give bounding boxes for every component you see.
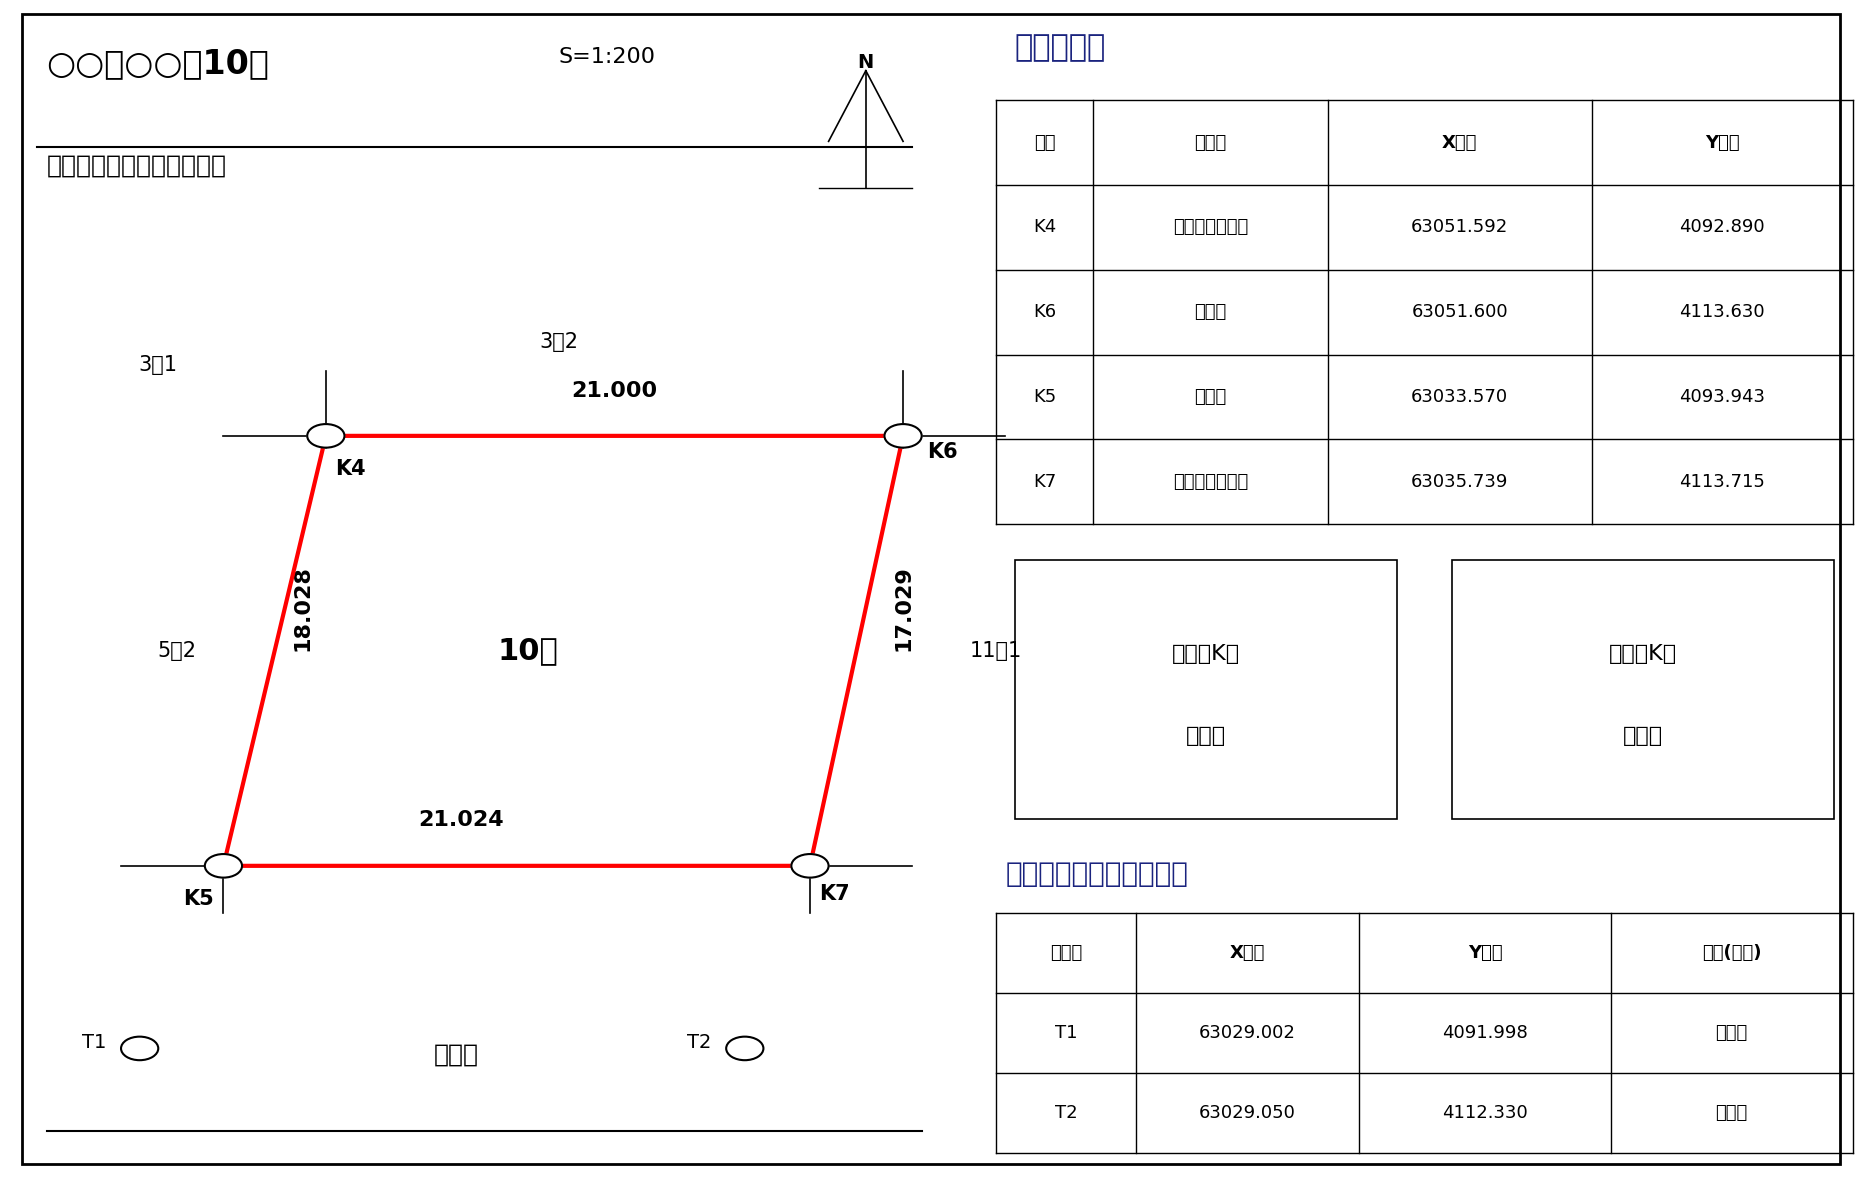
Text: 3－2: 3－2 xyxy=(540,332,577,351)
Text: T2: T2 xyxy=(687,1033,711,1052)
Text: 金属鋲: 金属鋲 xyxy=(1715,1104,1748,1123)
Text: 63029.050: 63029.050 xyxy=(1199,1104,1296,1123)
Text: 標　種: 標 種 xyxy=(1194,133,1227,152)
Text: T1: T1 xyxy=(82,1033,106,1052)
Text: 基準点・準拠点・引照点: 基準点・準拠点・引照点 xyxy=(1005,860,1188,888)
Text: Y座標: Y座標 xyxy=(1467,944,1503,962)
Text: 点名: 点名 xyxy=(1033,133,1056,152)
Circle shape xyxy=(205,854,242,878)
Text: 21.024: 21.024 xyxy=(419,810,503,830)
Text: K7: K7 xyxy=(1033,472,1056,491)
Text: 17.029: 17.029 xyxy=(894,565,912,650)
Circle shape xyxy=(121,1037,158,1060)
Text: K4: K4 xyxy=(1033,218,1056,237)
Text: N: N xyxy=(858,53,873,72)
Text: 境界点K６: 境界点K６ xyxy=(1609,644,1678,663)
Text: 金属標: 金属標 xyxy=(1194,388,1227,406)
Text: T1: T1 xyxy=(1054,1024,1078,1043)
Text: 4112.330: 4112.330 xyxy=(1441,1104,1529,1123)
Circle shape xyxy=(884,424,922,448)
Text: 点　名: 点 名 xyxy=(1050,944,1082,962)
Text: 63033.570: 63033.570 xyxy=(1411,388,1508,406)
Text: 境界点K４: 境界点K４ xyxy=(1171,644,1240,663)
Text: 4092.890: 4092.890 xyxy=(1680,218,1765,237)
Text: 座標値一覧: 座標値一覧 xyxy=(1015,33,1106,62)
Text: 4113.715: 4113.715 xyxy=(1680,472,1765,491)
Circle shape xyxy=(791,854,829,878)
Text: 63035.739: 63035.739 xyxy=(1411,472,1508,491)
Text: X座標: X座標 xyxy=(1443,133,1477,152)
Bar xyxy=(1452,560,1834,819)
Text: 3－1: 3－1 xyxy=(140,356,177,375)
Text: 4113.630: 4113.630 xyxy=(1680,303,1765,322)
Text: 11－1: 11－1 xyxy=(970,641,1022,661)
Text: S=1:200: S=1:200 xyxy=(559,47,655,67)
Text: 63029.002: 63029.002 xyxy=(1199,1024,1296,1043)
Text: 18.028: 18.028 xyxy=(292,565,313,650)
Text: 金属鋲: 金属鋲 xyxy=(1715,1024,1748,1043)
Bar xyxy=(1015,560,1396,819)
Text: 金属鋲: 金属鋲 xyxy=(1194,303,1227,322)
Text: の写真: の写真 xyxy=(1186,727,1225,746)
Text: K6: K6 xyxy=(927,442,957,462)
Text: K7: K7 xyxy=(819,884,849,904)
Text: K6: K6 xyxy=(1033,303,1056,322)
Text: 10番: 10番 xyxy=(497,636,559,666)
Text: 確定測量図又は境界確定図: 確定測量図又は境界確定図 xyxy=(47,153,227,177)
Text: 63051.592: 63051.592 xyxy=(1411,218,1508,237)
Text: の写真: の写真 xyxy=(1624,727,1663,746)
Text: Y座標: Y座標 xyxy=(1706,133,1739,152)
Circle shape xyxy=(307,424,344,448)
Text: 4091.998: 4091.998 xyxy=(1441,1024,1529,1043)
Text: 21.000: 21.000 xyxy=(572,380,657,401)
Text: T2: T2 xyxy=(1054,1104,1078,1123)
Text: プラスチック杭: プラスチック杭 xyxy=(1173,218,1248,237)
Text: 標種(種類): 標種(種類) xyxy=(1702,944,1761,962)
Text: 5－2: 5－2 xyxy=(158,641,196,661)
Text: K4: K4 xyxy=(335,459,365,479)
Text: 道　路: 道 路 xyxy=(434,1043,479,1066)
Text: K5: K5 xyxy=(182,889,214,909)
Text: 63051.600: 63051.600 xyxy=(1411,303,1508,322)
Text: 4093.943: 4093.943 xyxy=(1680,388,1765,406)
Text: コンクリート杭: コンクリート杭 xyxy=(1173,472,1248,491)
Text: X座標: X座標 xyxy=(1231,944,1264,962)
Text: K5: K5 xyxy=(1033,388,1056,406)
Text: ○○市○○町10番: ○○市○○町10番 xyxy=(47,47,270,80)
Circle shape xyxy=(726,1037,763,1060)
